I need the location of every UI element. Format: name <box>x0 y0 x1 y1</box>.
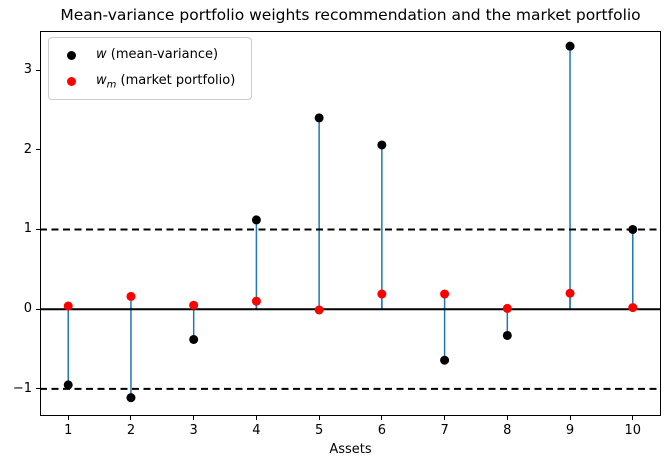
data-point-w <box>565 41 575 51</box>
x-tick-mark <box>444 416 446 420</box>
y-tick-mark <box>36 69 40 71</box>
data-point-wm <box>251 296 261 306</box>
x-tick-mark <box>67 416 69 420</box>
y-tick-mark <box>36 388 40 390</box>
y-tick-label: 0 <box>23 301 32 317</box>
data-point-wm <box>628 303 638 313</box>
legend-item-wm: wm (market portfolio) <box>61 71 235 92</box>
data-point-wm <box>377 289 387 299</box>
data-point-w <box>251 215 261 225</box>
legend-marker-wm <box>67 77 76 86</box>
data-point-wm <box>565 288 575 298</box>
legend-rest-wm: (market portfolio) <box>116 72 236 88</box>
x-tick-mark <box>381 416 383 420</box>
plot-svg <box>40 31 661 416</box>
axes-spines <box>40 31 661 416</box>
y-tick-mark <box>36 228 40 230</box>
data-point-wm <box>63 301 73 311</box>
data-point-w <box>628 224 638 234</box>
y-tick-label: −1 <box>12 380 32 396</box>
x-tick-mark <box>130 416 132 420</box>
data-point-wm <box>126 291 136 301</box>
x-tick-label: 10 <box>624 423 642 438</box>
x-tick-mark <box>193 416 195 420</box>
x-tick-mark <box>506 416 508 420</box>
legend-symbol-wm: w <box>96 72 107 88</box>
x-tick-label: 3 <box>189 423 198 438</box>
x-tick-mark <box>569 416 571 420</box>
data-point-wm <box>440 289 450 299</box>
x-tick-label: 8 <box>503 423 512 438</box>
legend-item-w: w (mean-variance) <box>61 45 235 66</box>
data-point-w <box>440 355 450 365</box>
y-tick-mark <box>36 149 40 151</box>
data-point-w <box>502 330 512 340</box>
y-tick-label: 2 <box>23 141 32 157</box>
x-tick-label: 6 <box>377 423 386 438</box>
x-axis-label: Assets <box>329 442 372 457</box>
x-tick-label: 7 <box>440 423 449 438</box>
x-tick-label: 2 <box>126 423 136 438</box>
x-tick-label: 9 <box>565 423 575 438</box>
x-tick-mark <box>632 416 634 420</box>
data-point-w <box>189 334 199 344</box>
y-tick-mark <box>36 308 40 310</box>
legend-rest-w: (mean-variance) <box>106 46 219 62</box>
y-tick-label: 3 <box>23 62 32 78</box>
data-point-w <box>126 393 136 403</box>
x-tick-mark <box>255 416 257 420</box>
legend-subscript-wm: m <box>106 79 117 91</box>
x-tick-mark <box>318 416 320 420</box>
data-point-w <box>314 113 324 123</box>
legend-symbol-w: w <box>96 46 107 62</box>
plot-area: w (mean-variance) wm (market portfolio) <box>40 31 661 416</box>
data-point-w <box>377 140 387 150</box>
legend-marker-w <box>67 51 76 60</box>
chart-title: Mean-variance portfolio weights recommen… <box>60 6 641 24</box>
data-point-wm <box>502 303 512 313</box>
data-point-w <box>63 380 73 390</box>
data-point-wm <box>314 305 324 315</box>
data-point-wm <box>189 300 199 310</box>
legend: w (mean-variance) wm (market portfolio) <box>48 37 253 100</box>
y-tick-label: 1 <box>23 221 32 237</box>
legend-label-wm: wm (market portfolio) <box>96 73 235 91</box>
legend-label-w: w (mean-variance) <box>96 47 218 65</box>
x-tick-label: 4 <box>252 423 261 438</box>
x-tick-label: 1 <box>64 423 73 438</box>
x-tick-label: 5 <box>314 423 324 438</box>
